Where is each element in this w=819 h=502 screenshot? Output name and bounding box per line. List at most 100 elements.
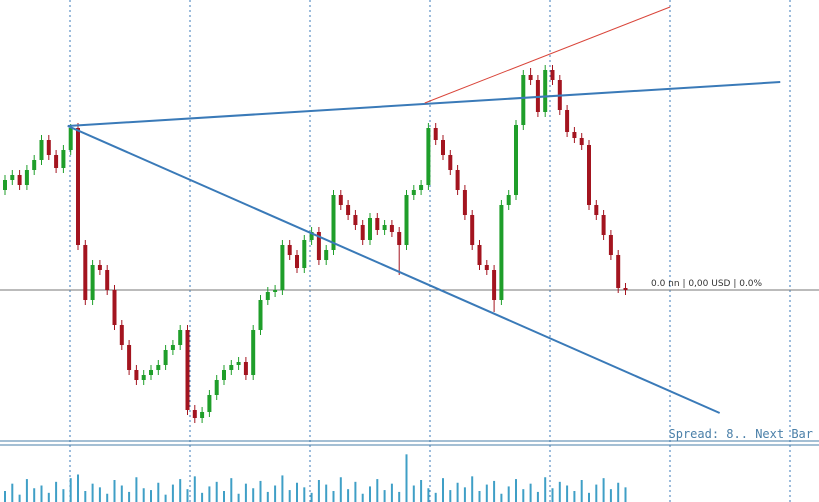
candle-body	[346, 205, 351, 215]
volume-bar	[164, 494, 167, 502]
candle-body	[543, 70, 548, 112]
candle-body	[623, 288, 628, 290]
volume-bar	[77, 474, 79, 502]
candle-body	[251, 330, 256, 375]
candle-body	[484, 265, 489, 270]
candle-body	[90, 265, 95, 300]
candle-body	[265, 292, 270, 300]
volume-bar	[544, 477, 547, 502]
volume-bar	[25, 479, 28, 502]
candle-body	[448, 155, 453, 170]
volume-bar	[18, 494, 21, 502]
candle-body	[419, 185, 424, 190]
volume-bar	[442, 478, 444, 502]
volume-bar	[150, 490, 152, 502]
volume-bar	[405, 454, 408, 502]
candle-body	[134, 370, 139, 380]
volume-bar	[515, 479, 517, 502]
candle-body	[243, 362, 248, 375]
volume-bar	[91, 483, 94, 502]
volume-bar	[434, 492, 437, 502]
volume-bar	[259, 480, 262, 502]
volume-bar	[4, 491, 6, 502]
candle-body	[192, 410, 197, 418]
volume-bar	[55, 481, 58, 502]
volume-bar	[566, 485, 569, 502]
candle-body	[594, 205, 599, 215]
candle-body	[207, 395, 212, 412]
candle-body	[76, 128, 80, 245]
price-label: 0.0 nn | 0,00 USD | 0.0%	[651, 279, 763, 289]
candle-body	[10, 175, 15, 180]
candle-body	[404, 195, 409, 245]
volume-bar	[332, 491, 335, 502]
volume-bar	[171, 484, 174, 502]
volume-bar	[193, 476, 196, 502]
candle-body	[178, 330, 183, 345]
volume-bar	[317, 480, 320, 502]
candle-body	[156, 365, 161, 370]
volume-bar	[157, 482, 160, 502]
volume-bar	[339, 477, 342, 502]
volume-bar	[303, 487, 306, 502]
volume-bar	[201, 492, 204, 502]
volume-bar	[215, 481, 218, 502]
candle-body	[316, 232, 321, 260]
candle-body	[375, 218, 380, 230]
volume-bar	[244, 483, 247, 502]
candle-body	[397, 232, 402, 245]
candle-body	[608, 235, 613, 255]
trendline	[67, 125, 721, 414]
candle-body	[3, 180, 7, 190]
volume-bar	[120, 485, 123, 502]
candle-body	[382, 225, 387, 230]
volume-bar	[456, 482, 459, 502]
candle-body	[200, 412, 205, 418]
candle-body	[426, 128, 431, 185]
volume-bar	[602, 478, 605, 502]
volume-bar	[11, 483, 14, 502]
volume-bar	[485, 484, 488, 502]
candle-body	[83, 245, 88, 300]
volume-bar	[529, 483, 532, 502]
candle-body	[295, 255, 299, 268]
candle-body	[163, 350, 168, 365]
candle-body	[258, 300, 263, 330]
candle-body	[149, 370, 153, 375]
candle-body	[236, 362, 241, 365]
volume-bar	[376, 479, 379, 502]
period-separators	[69, 0, 791, 502]
candle-body	[97, 265, 102, 270]
volume-bar	[69, 478, 72, 502]
candle-body	[521, 75, 526, 125]
volume-bar	[558, 481, 561, 502]
volume-bar	[128, 491, 131, 502]
volume-bar	[551, 488, 554, 502]
candle-body	[389, 225, 394, 232]
volume-bar	[573, 491, 576, 502]
candle-body	[411, 190, 416, 195]
volume-bar	[113, 480, 116, 502]
volume-bar	[588, 492, 590, 502]
volume-bar	[595, 484, 598, 502]
volume-bar	[106, 493, 109, 502]
volume-bar	[237, 493, 240, 502]
volume-bar	[478, 491, 481, 502]
volume-bar	[252, 488, 255, 502]
candle-body	[61, 150, 66, 168]
candle-body	[127, 345, 132, 370]
candle-body	[477, 245, 482, 265]
candle-body	[331, 195, 336, 250]
candle-body	[32, 160, 37, 170]
volume-bar	[84, 491, 87, 502]
candle-body	[39, 140, 44, 160]
candle-body	[455, 170, 460, 190]
candle-body	[302, 240, 307, 268]
candle-body	[338, 195, 343, 205]
candle-body	[601, 215, 606, 235]
candle-body	[273, 290, 278, 292]
candle-body	[433, 128, 438, 140]
candle-body	[54, 155, 59, 168]
